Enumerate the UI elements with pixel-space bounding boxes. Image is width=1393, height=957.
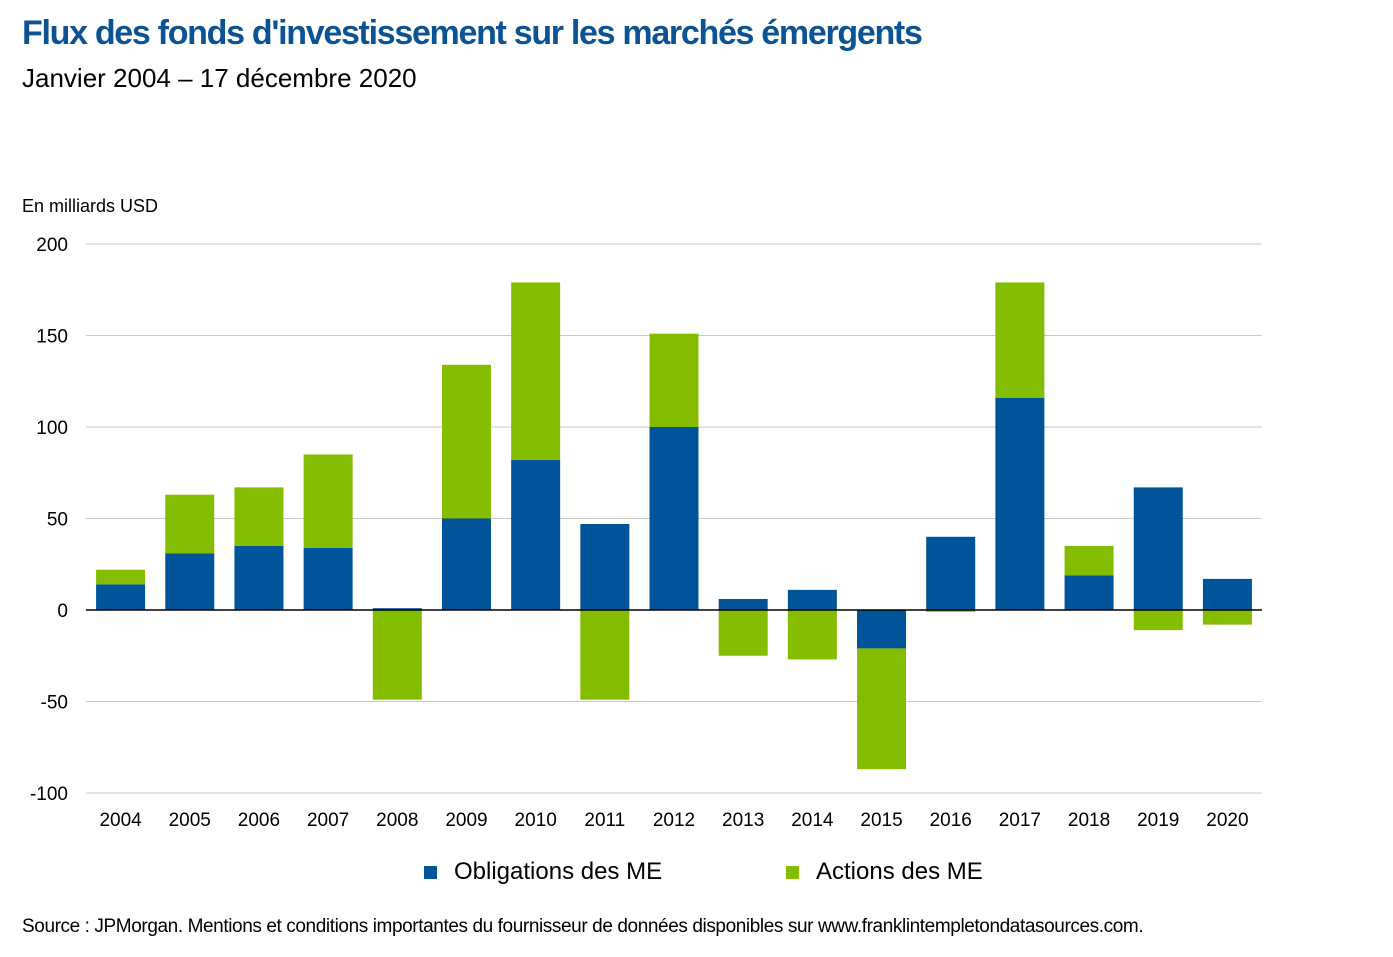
y-tick-label: 200 <box>36 235 68 256</box>
x-tick-label: 2015 <box>860 810 902 831</box>
bar-bonds-2007 <box>303 547 353 610</box>
x-tick-label: 2005 <box>169 810 211 831</box>
bar-equities-2018 <box>1064 545 1114 576</box>
y-tick-label: 100 <box>36 418 68 439</box>
bars <box>96 282 1252 770</box>
legend-label-equities: Actions des ME <box>816 858 983 885</box>
bar-equities-2013 <box>718 610 768 656</box>
x-tick-label: 2018 <box>1068 810 1110 831</box>
bar-bonds-2009 <box>441 518 491 610</box>
x-tick-label: 2012 <box>653 810 695 831</box>
bar-bonds-2010 <box>511 459 561 610</box>
y-tick-label: 0 <box>57 601 68 622</box>
tick-labels: 200 150 100 50 0 -50 -100 2004 2005 2006 2007 2008 2… <box>30 235 1249 831</box>
bar-bonds-2008 <box>372 608 422 610</box>
bar-bonds-2005 <box>165 553 215 610</box>
bar-equities-2011 <box>580 610 630 700</box>
chart-subtitle: Janvier 2004 – 17 décembre 2020 <box>22 63 417 93</box>
bar-bonds-2020 <box>1202 578 1252 610</box>
bar-bonds-2015 <box>857 610 907 649</box>
bar-bonds-2011 <box>580 523 630 610</box>
bar-equities-2020 <box>1202 610 1252 625</box>
legend: Obligations des ME Actions des ME <box>0 858 1393 894</box>
y-tick-label: -100 <box>30 784 68 805</box>
chart-title: Flux des fonds d'investissement sur les … <box>22 14 923 52</box>
legend-swatch-equities <box>786 865 799 879</box>
bar-equities-2008 <box>372 610 422 700</box>
y-tick-label: -50 <box>41 693 68 714</box>
x-tick-label: 2016 <box>930 810 972 831</box>
bar-bonds-2012 <box>649 427 699 610</box>
legend-item-equities: Actions des ME <box>786 858 983 886</box>
bar-bonds-2014 <box>787 589 837 610</box>
x-tick-label: 2007 <box>307 810 349 831</box>
bar-equities-2004 <box>96 569 146 585</box>
bar-bonds-2018 <box>1064 575 1114 610</box>
y-tick-label: 150 <box>36 327 68 348</box>
bar-equities-2012 <box>649 333 699 427</box>
bar-equities-2009 <box>441 364 491 519</box>
x-tick-label: 2004 <box>99 810 142 831</box>
axes <box>86 609 1262 794</box>
x-tick-label: 2020 <box>1206 810 1248 831</box>
x-tick-label: 2006 <box>238 810 280 831</box>
bar-bonds-2016 <box>926 536 976 610</box>
bar-equities-2019 <box>1133 610 1183 631</box>
legend-label-bonds: Obligations des ME <box>454 858 663 885</box>
bar-bonds-2006 <box>234 545 284 610</box>
bar-bonds-2004 <box>96 584 146 610</box>
x-tick-label: 2013 <box>722 810 764 831</box>
y-axis-label: En milliards USD <box>22 196 159 216</box>
y-tick-label: 50 <box>47 510 68 531</box>
legend-swatch-bonds <box>424 865 437 879</box>
x-tick-label: 2009 <box>445 810 487 831</box>
bar-chart: 200 150 100 50 0 -50 -100 2004 2005 2006 2007 2008 2… <box>30 235 1262 831</box>
x-tick-label: 2014 <box>791 810 834 831</box>
x-tick-label: 2008 <box>376 810 418 831</box>
bar-bonds-2013 <box>718 599 768 610</box>
bar-equities-2015 <box>857 648 907 770</box>
source-note: Source : JPMorgan. Mentions et condition… <box>22 916 1144 937</box>
legend-item-bonds: Obligations des ME <box>424 858 662 886</box>
x-tick-label: 2019 <box>1137 810 1179 831</box>
bar-bonds-2017 <box>995 397 1045 610</box>
bar-equities-2010 <box>511 282 561 460</box>
bar-equities-2006 <box>234 487 284 546</box>
bar-equities-2016 <box>926 610 976 612</box>
bar-bonds-2019 <box>1133 487 1183 610</box>
bar-equities-2017 <box>995 282 1045 398</box>
bar-equities-2007 <box>303 454 353 548</box>
x-tick-label: 2010 <box>515 810 557 831</box>
x-tick-label: 2011 <box>584 810 625 831</box>
x-tick-label: 2017 <box>999 810 1041 831</box>
bar-equities-2014 <box>787 610 837 660</box>
bar-equities-2005 <box>165 494 215 554</box>
